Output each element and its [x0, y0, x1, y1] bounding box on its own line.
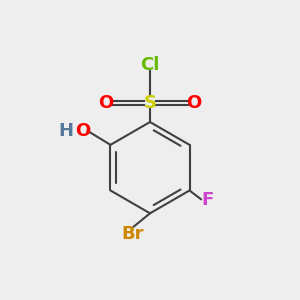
Text: S: S	[143, 94, 157, 112]
Text: O: O	[98, 94, 113, 112]
Text: F: F	[201, 191, 214, 209]
Text: O: O	[187, 94, 202, 112]
Text: H: H	[58, 122, 74, 140]
Text: O: O	[75, 122, 90, 140]
Text: Br: Br	[121, 225, 144, 243]
Text: Cl: Cl	[140, 56, 160, 74]
